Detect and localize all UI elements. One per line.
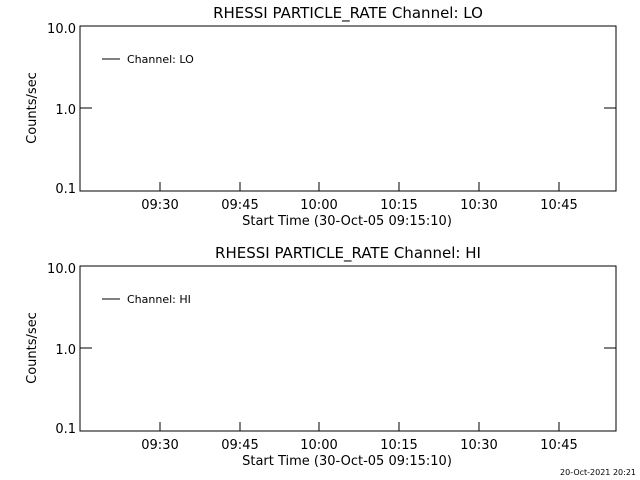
x-tick-label-lo-1000: 10:00 — [300, 198, 337, 213]
y-tick-label-lo-top: 10.0 — [47, 22, 76, 37]
plot-frame-lo — [79, 25, 617, 192]
x-tick-label-hi-1000: 10:00 — [300, 438, 337, 453]
x-axis-label-lo: Start Time (30-Oct-05 09:15:10) — [242, 214, 452, 229]
x-axis-lo: 09:30 09:45 10:00 10:15 10:30 10:45 Star… — [141, 182, 578, 229]
y-axis-lo: 10.0 1.0 0.1 Counts/sec — [25, 22, 616, 197]
panel-hi: RHESSI PARTICLE_RATE Channel: HI 10.0 1.… — [25, 244, 617, 469]
plot-timestamp: 20-Oct-2021 20:21 — [560, 468, 636, 477]
y-tick-label-hi-bottom: 0.1 — [55, 422, 76, 437]
x-tick-label-lo-1030: 10:30 — [460, 198, 497, 213]
plot-frame-hi — [79, 265, 617, 432]
legend-lo: Channel: LO — [102, 53, 194, 66]
y-tick-label-lo-bottom: 0.1 — [55, 182, 76, 197]
panel-lo: RHESSI PARTICLE_RATE Channel: LO 10.0 1.… — [25, 4, 617, 229]
x-tick-label-hi-0930: 09:30 — [141, 438, 178, 453]
x-tick-label-hi-1030: 10:30 — [460, 438, 497, 453]
x-tick-label-lo-0945: 09:45 — [221, 198, 258, 213]
x-tick-label-lo-1045: 10:45 — [540, 198, 577, 213]
x-tick-label-hi-0945: 09:45 — [221, 438, 258, 453]
chart-title-lo: RHESSI PARTICLE_RATE Channel: LO — [213, 4, 483, 23]
x-tick-label-hi-1045: 10:45 — [540, 438, 577, 453]
y-tick-label-hi-top: 10.0 — [47, 262, 76, 277]
legend-label-lo: Channel: LO — [127, 53, 194, 66]
x-axis-hi: 09:30 09:45 10:00 10:15 10:30 10:45 Star… — [141, 422, 578, 469]
legend-label-hi: Channel: HI — [127, 293, 191, 306]
chart-title-hi: RHESSI PARTICLE_RATE Channel: HI — [215, 244, 481, 263]
x-tick-label-lo-1015: 10:15 — [380, 198, 417, 213]
x-axis-label-hi: Start Time (30-Oct-05 09:15:10) — [242, 454, 452, 469]
y-tick-label-hi-mid: 1.0 — [55, 343, 76, 358]
legend-hi: Channel: HI — [102, 293, 191, 306]
x-tick-label-lo-0930: 09:30 — [141, 198, 178, 213]
y-axis-label-hi: Counts/sec — [25, 312, 40, 384]
y-tick-label-lo-mid: 1.0 — [55, 103, 76, 118]
y-axis-label-lo: Counts/sec — [25, 72, 40, 144]
y-axis-hi: 10.0 1.0 0.1 Counts/sec — [25, 262, 616, 437]
x-tick-label-hi-1015: 10:15 — [380, 438, 417, 453]
